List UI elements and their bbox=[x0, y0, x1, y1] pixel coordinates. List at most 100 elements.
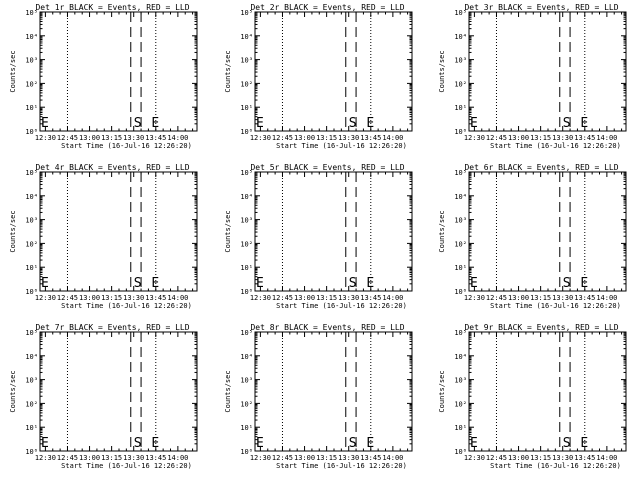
x-tick-label: 13:45 bbox=[360, 454, 381, 462]
x-axis-label: Start Time (16-Jul-16 12:26:20) bbox=[276, 142, 407, 150]
x-tick-label: 12:45 bbox=[486, 134, 507, 142]
segment-annotation: E bbox=[470, 436, 478, 451]
y-tick-label: 10² bbox=[240, 400, 253, 408]
segment-annotation: S bbox=[563, 116, 571, 131]
y-tick-label: 10¹ bbox=[240, 104, 253, 112]
segment-annotation: E bbox=[41, 436, 49, 451]
y-tick-label: 10² bbox=[25, 80, 38, 88]
x-tick-label: 14:00 bbox=[596, 134, 617, 142]
segment-annotation: E bbox=[151, 276, 159, 291]
detector-plot-panel: Det 7r BLACK = Events, RED = LLD 10⁰ 10¹ 10… bbox=[9, 323, 198, 470]
x-axis-label: Start Time (16-Jul-16 12:26:20) bbox=[490, 462, 621, 470]
x-tick-label: 12:30 bbox=[250, 454, 271, 462]
y-tick-label: 10⁰ bbox=[240, 448, 253, 456]
y-tick-label: 10² bbox=[454, 400, 467, 408]
plot-title: Det 1r BLACK = Events, RED = LLD bbox=[35, 3, 189, 12]
x-tick-label: 13:00 bbox=[79, 294, 100, 302]
y-tick-label: 10⁰ bbox=[25, 288, 38, 296]
y-tick-label: 10² bbox=[454, 240, 467, 248]
y-tick-label: 10¹ bbox=[240, 424, 253, 432]
x-tick-label: 12:30 bbox=[250, 134, 271, 142]
y-tick-label: 10⁴ bbox=[25, 193, 38, 201]
y-axis-label: Counts/sec bbox=[9, 210, 17, 252]
x-tick-label: 13:00 bbox=[79, 134, 100, 142]
plot-frame bbox=[254, 171, 413, 292]
x-tick-label: 13:00 bbox=[508, 134, 529, 142]
x-axis-label: Start Time (16-Jul-16 12:26:20) bbox=[276, 462, 407, 470]
y-tick-label: 10⁴ bbox=[240, 193, 253, 201]
segment-annotation: E bbox=[41, 276, 49, 291]
segment-annotation: S bbox=[134, 116, 142, 131]
y-tick-label: 10⁴ bbox=[454, 353, 467, 361]
x-tick-label: 13:30 bbox=[552, 134, 573, 142]
x-tick-label: 13:15 bbox=[101, 294, 122, 302]
segment-annotation: E bbox=[580, 276, 588, 291]
x-tick-label: 12:30 bbox=[464, 134, 485, 142]
segment-annotation: S bbox=[563, 436, 571, 451]
y-tick-label: 10⁵ bbox=[454, 169, 467, 177]
x-tick-label: 13:30 bbox=[123, 134, 144, 142]
x-tick-label: 13:45 bbox=[360, 294, 381, 302]
x-tick-label: 14:00 bbox=[167, 294, 188, 302]
y-tick-label: 10³ bbox=[25, 377, 38, 385]
segment-annotation: E bbox=[151, 116, 159, 131]
x-tick-label: 13:15 bbox=[530, 454, 551, 462]
plot-frame bbox=[468, 11, 627, 132]
y-axis-label: Counts/sec bbox=[224, 210, 232, 252]
plot-frame bbox=[468, 331, 627, 452]
y-tick-label: 10³ bbox=[454, 57, 467, 65]
y-axis-label: Counts/sec bbox=[438, 50, 446, 92]
x-axis-label: Start Time (16-Jul-16 12:26:20) bbox=[61, 462, 192, 470]
detector-plot-panel: Det 2r BLACK = Events, RED = LLD 10⁰ 10¹ 10… bbox=[224, 3, 413, 150]
x-tick-label: 13:30 bbox=[123, 294, 144, 302]
y-tick-label: 10⁵ bbox=[454, 9, 467, 17]
y-tick-label: 10² bbox=[240, 80, 253, 88]
segment-annotation: E bbox=[470, 276, 478, 291]
y-tick-label: 10³ bbox=[454, 377, 467, 385]
plot-title: Det 8r BLACK = Events, RED = LLD bbox=[250, 323, 404, 332]
segment-annotation: E bbox=[256, 276, 264, 291]
y-tick-label: 10⁰ bbox=[454, 448, 467, 456]
y-tick-label: 10⁴ bbox=[240, 353, 253, 361]
x-tick-label: 12:30 bbox=[250, 294, 271, 302]
segment-annotation: E bbox=[41, 116, 49, 131]
segment-annotation: E bbox=[256, 436, 264, 451]
x-axis-label: Start Time (16-Jul-16 12:26:20) bbox=[61, 142, 192, 150]
x-axis-label: Start Time (16-Jul-16 12:26:20) bbox=[490, 142, 621, 150]
x-tick-label: 12:30 bbox=[35, 294, 56, 302]
segment-annotation: E bbox=[580, 436, 588, 451]
y-tick-label: 10⁴ bbox=[25, 33, 38, 41]
x-tick-label: 12:45 bbox=[486, 294, 507, 302]
x-tick-label: 12:30 bbox=[464, 454, 485, 462]
plot-frame bbox=[39, 11, 198, 132]
x-tick-label: 13:45 bbox=[145, 294, 166, 302]
x-tick-label: 13:45 bbox=[574, 134, 595, 142]
x-tick-label: 13:00 bbox=[79, 454, 100, 462]
x-tick-label: 12:30 bbox=[35, 454, 56, 462]
segment-annotation: E bbox=[366, 116, 374, 131]
x-tick-label: 14:00 bbox=[596, 454, 617, 462]
plot-title: Det 6r BLACK = Events, RED = LLD bbox=[464, 163, 618, 172]
y-tick-label: 10¹ bbox=[25, 104, 38, 112]
x-tick-label: 12:45 bbox=[272, 294, 293, 302]
plot-title: Det 3r BLACK = Events, RED = LLD bbox=[464, 3, 618, 12]
y-tick-label: 10⁵ bbox=[25, 329, 38, 337]
detector-plot-panel: Det 4r BLACK = Events, RED = LLD 10⁰ 10¹ 10… bbox=[9, 163, 198, 310]
x-tick-label: 13:45 bbox=[145, 134, 166, 142]
x-tick-label: 13:00 bbox=[294, 134, 315, 142]
x-tick-label: 13:45 bbox=[145, 454, 166, 462]
x-tick-label: 13:45 bbox=[574, 294, 595, 302]
plot-title: Det 4r BLACK = Events, RED = LLD bbox=[35, 163, 189, 172]
x-tick-label: 13:15 bbox=[530, 134, 551, 142]
segment-annotation: S bbox=[349, 436, 357, 451]
y-tick-label: 10¹ bbox=[454, 264, 467, 272]
x-tick-label: 13:30 bbox=[338, 454, 359, 462]
segment-annotation: E bbox=[151, 436, 159, 451]
segment-annotation: E bbox=[470, 116, 478, 131]
segment-annotation: E bbox=[580, 116, 588, 131]
y-tick-label: 10³ bbox=[25, 57, 38, 65]
x-tick-label: 13:30 bbox=[552, 294, 573, 302]
x-tick-label: 13:00 bbox=[508, 294, 529, 302]
plot-frame bbox=[254, 331, 413, 452]
plot-frame bbox=[468, 171, 627, 292]
